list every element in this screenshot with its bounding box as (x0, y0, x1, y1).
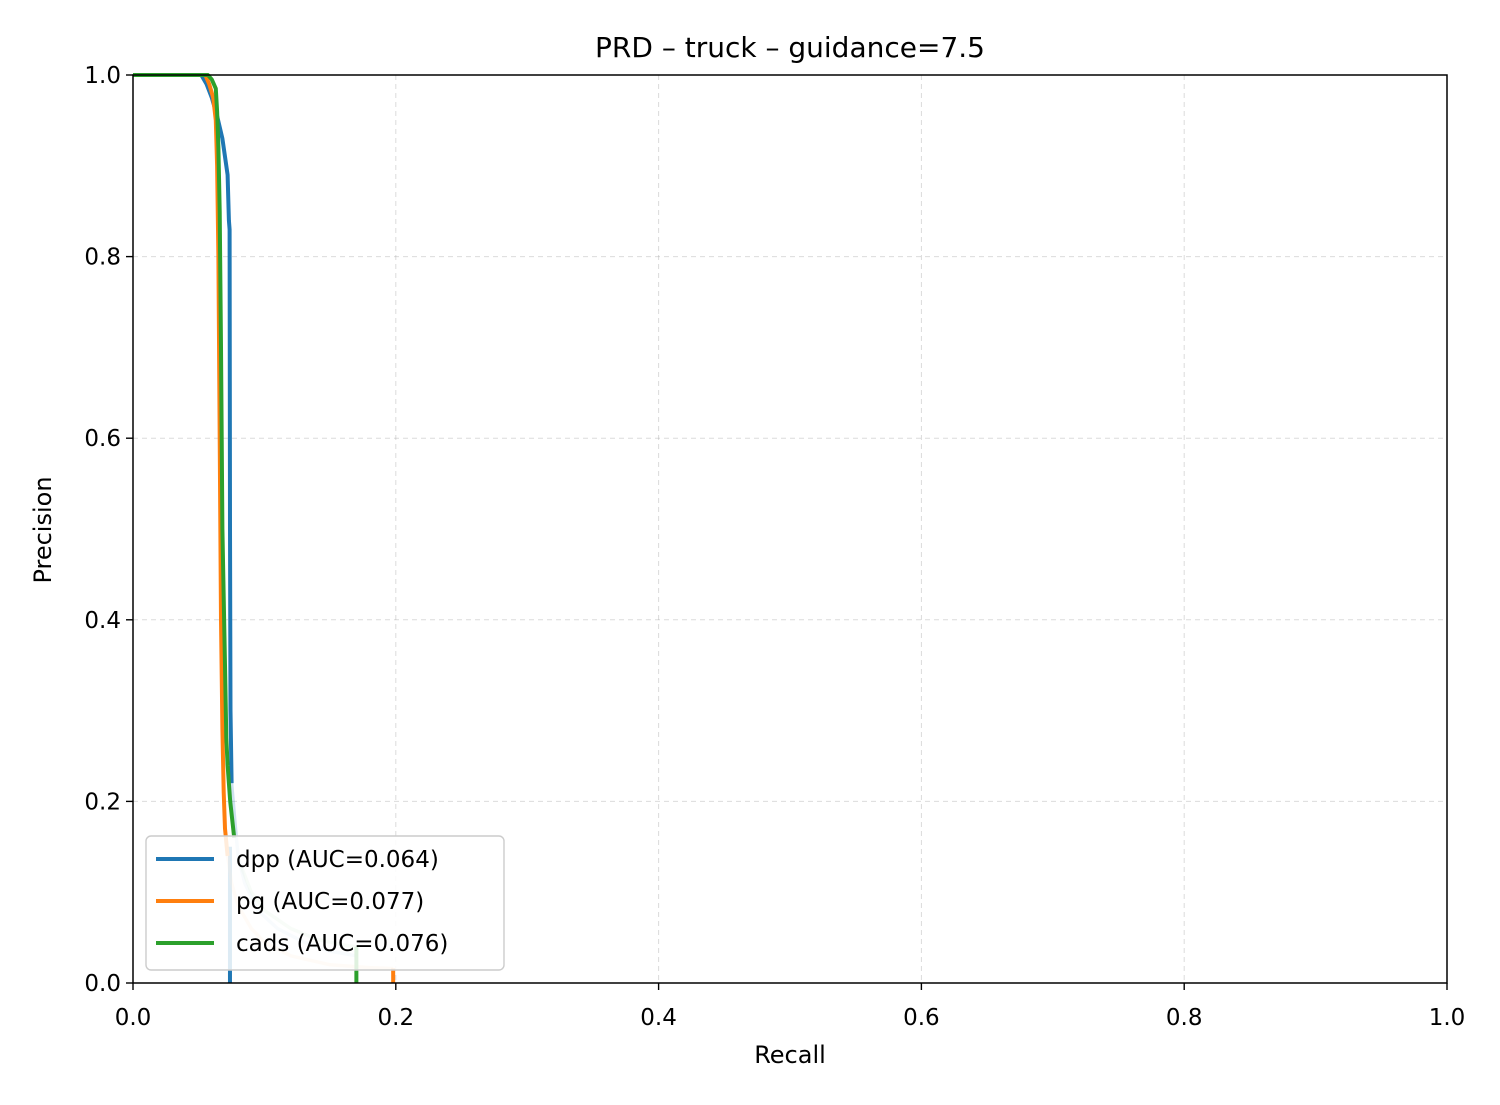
y-tick-label: 0.6 (84, 426, 121, 452)
y-axis-label: Precision (29, 476, 57, 583)
x-axis-label: Recall (754, 1041, 826, 1069)
series-line-dpp (133, 73, 234, 784)
x-tick-label: 0.8 (1166, 1005, 1203, 1031)
plot-frame (132, 74, 1448, 984)
y-tick-label: 1.0 (84, 63, 121, 89)
series-line-cads (133, 73, 237, 838)
legend-box (145, 835, 505, 971)
legend-label-pg: pg (AUC=0.077) (236, 889, 424, 915)
y-tick-label: 0.0 (84, 971, 121, 997)
x-tick-label: 0.6 (903, 1005, 940, 1031)
y-tick-label: 0.2 (84, 789, 121, 815)
axis-ticks: 0.0 0.2 0.4 0.6 0.8 1.0 0.0 0.2 0.4 0.6 0.8 1.0 (84, 63, 1465, 1031)
legend-label-cads: cads (AUC=0.076) (236, 931, 448, 957)
x-tick-label: 1.0 (1429, 1005, 1466, 1031)
legend-label-dpp: dpp (AUC=0.064) (236, 847, 439, 873)
chart-title: PRD – truck – guidance=7.5 (595, 31, 985, 64)
y-tick-label: 0.4 (84, 608, 121, 634)
x-tick-label: 0.2 (378, 1005, 415, 1031)
x-tick-label: 0.0 (115, 1005, 152, 1031)
y-tick-label: 0.8 (84, 245, 121, 271)
legend: dpp (AUC=0.064) pg (AUC=0.077) cads (AUC=0… (145, 835, 505, 971)
x-tick-label: 0.4 (640, 1005, 677, 1031)
